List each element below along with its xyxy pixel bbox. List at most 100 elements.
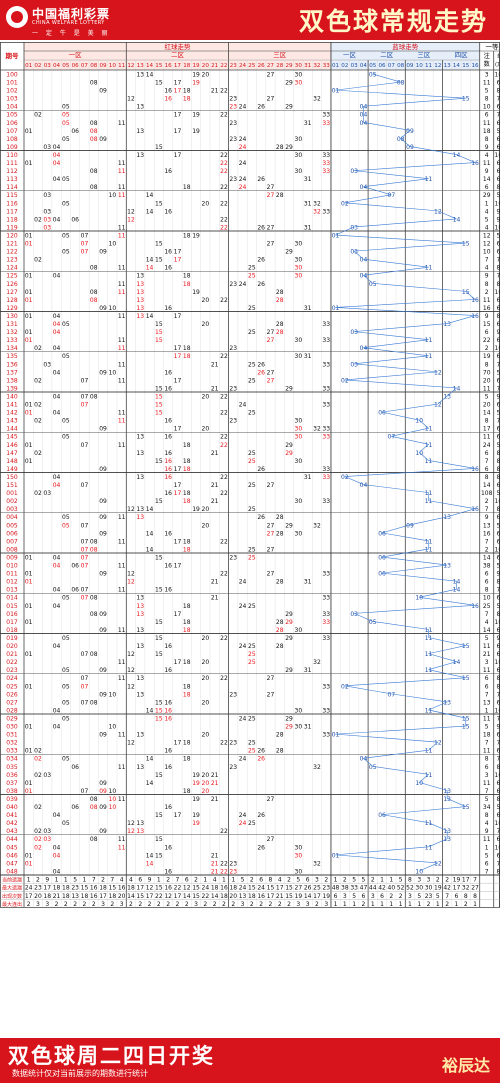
red-ball-number: 13 [136,281,144,288]
issue-number: 043 [6,828,18,835]
red-column-label: 09 [99,63,107,69]
logo-text: 中国福利彩票 [32,7,111,21]
prize-amount: 725 [496,860,500,867]
red-ball-number: 02 [34,418,42,425]
issue-number: 004 [6,514,18,521]
red-stat-value: 17 [146,893,154,900]
blue-ball-number: 15 [462,289,470,296]
red-stat-value: 1 [157,876,161,883]
prize-amount: 835 [496,184,500,191]
prize-count: 9 [485,313,489,320]
prize-amount: 743 [496,385,500,392]
red-stat-value: 17 [136,885,144,892]
prize-amount: 549 [496,804,500,811]
issue-number: 141 [6,402,18,409]
red-ball-number: 18 [183,788,191,795]
red-ball-number: 25 [248,377,256,384]
red-ball-number: 24 [239,184,247,191]
red-ball-number: 18 [183,627,191,634]
prize-count: 20 [483,377,491,384]
red-ball-number: 14 [146,208,154,215]
prize-amount: 873 [496,764,500,771]
red-stat-value: 17 [313,893,321,900]
prize-count: 7 [485,691,489,698]
issue-number: 011 [6,571,18,578]
red-ball-number: 10 [109,305,117,312]
red-stat-value: 2 [27,901,31,908]
prize-count: 4 [485,265,489,272]
red-ball-number: 07 [81,546,89,553]
prize-count: 6 [485,112,489,119]
red-ball-number: 28 [276,619,284,626]
red-ball-number: 05 [62,715,70,722]
page-title: 双色球常规走势 [298,7,488,36]
red-ball-number: 18 [183,619,191,626]
prize-count: 14 [483,410,491,417]
red-ball-number: 28 [276,192,284,199]
red-ball-number: 27 [267,377,275,384]
red-ball-number: 05 [62,418,70,425]
red-ball-number: 12 [127,828,135,835]
red-ball-number: 23 [229,385,237,392]
red-ball-number: 13 [136,128,144,135]
red-ball-number: 23 [229,554,237,561]
prize-count: 6 [485,683,489,690]
red-ball-number: 30 [295,724,303,731]
red-stat-value: 16 [164,885,172,892]
issue-number: 017 [6,619,18,626]
red-ball-number: 23 [229,868,237,875]
blue-stat-value: 1 [436,901,440,908]
red-header-background [24,42,331,70]
red-column-label: 29 [285,63,293,69]
red-ball-number: 01 [25,337,33,344]
red-ball-number: 17 [174,249,182,256]
red-ball-number: 27 [267,571,275,578]
red-ball-number: 23 [229,120,237,127]
red-ball-number: 11 [118,514,126,521]
prize-count: 9 [485,514,489,521]
issue-number: 025 [6,683,18,690]
red-stat-value: 1 [222,876,226,883]
blue-ball-number: 03 [350,361,358,368]
red-ball-number: 29 [285,635,293,642]
red-ball-number: 24 [239,812,247,819]
red-ball-number: 27 [267,192,275,199]
issue-number: 015 [6,603,18,610]
issue-number: 045 [6,844,18,851]
red-ball-number: 21 [211,780,219,787]
red-stat-value: 12 [183,885,191,892]
red-ball-number: 01 [25,852,33,859]
issue-number: 019 [6,635,18,642]
red-ball-number: 16 [164,667,172,674]
red-ball-number: 31 [304,176,312,183]
blue-ball-number: 03 [350,611,358,618]
prize-count: 7 [485,611,489,618]
red-stat-value: 2 [166,876,170,883]
blue-stat-value: 17 [453,885,461,892]
red-ball-number: 08 [90,128,98,135]
header-banner: 中国福利彩票 CHINA WELFARE LOTTERY 一 定 牛 是 美 丽… [0,0,500,40]
red-ball-number: 33 [322,337,330,344]
red-ball-number: 31 [304,474,312,481]
prize-count: 14 [483,554,491,561]
prize-count: 1 [485,707,489,714]
red-ball-number: 18 [183,498,191,505]
red-ball-number: 12 [127,740,135,747]
red-ball-number: 22 [220,571,228,578]
red-ball-number: 11 [118,337,126,344]
red-ball-number: 18 [183,273,191,280]
prize-amount: 886 [496,675,500,682]
red-stat-value: 14 [304,893,312,900]
blue-ball-number: 11 [425,337,433,344]
prize-count: 70 [483,369,491,376]
red-ball-number: 08 [90,136,98,143]
red-column-label: 22 [220,63,227,69]
red-ball-number: 13 [136,611,144,618]
red-ball-number: 30 [295,458,303,465]
issue-number: 041 [6,812,18,819]
red-ball-number: 05 [62,232,70,239]
red-column-label: 32 [313,63,320,69]
red-ball-number: 30 [295,707,303,714]
blue-ball-number: 10 [415,595,423,602]
prize-count: 11 [483,80,491,87]
